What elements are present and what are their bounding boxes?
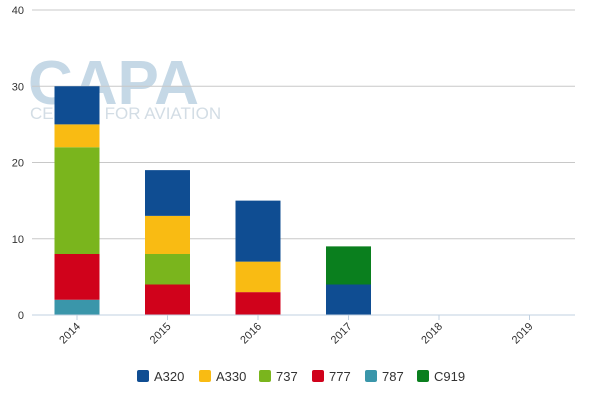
bar-segment-a320-2015 (145, 170, 190, 216)
legend-swatch (199, 370, 211, 382)
x-tick-label: 2014 (57, 321, 83, 347)
legend-item-787[interactable]: 787 (365, 369, 404, 384)
legend-item-a330[interactable]: A330 (199, 369, 246, 384)
bars (54, 86, 371, 315)
legend-item-777[interactable]: 777 (312, 369, 351, 384)
y-tick-label: 40 (12, 5, 24, 17)
x-tick-label: 2017 (329, 321, 355, 347)
bar-segment-737-2014 (54, 147, 100, 254)
legend-swatch (137, 370, 149, 382)
y-tick-label: 20 (12, 158, 24, 170)
legend-label: A330 (216, 369, 246, 384)
bar-segment-a330-2016 (235, 261, 281, 293)
x-tick-label: 2018 (419, 321, 445, 347)
legend-swatch (365, 370, 377, 382)
legend-swatch (312, 370, 324, 382)
bar-segment-a330-2014 (54, 124, 100, 148)
legend-label: 787 (382, 369, 404, 384)
bar-segment-777-2016 (235, 292, 281, 315)
legend-label: C919 (434, 369, 465, 384)
legend-item-c919[interactable]: C919 (417, 369, 465, 384)
x-tick-label: 2016 (238, 321, 264, 347)
x-tick-label: 2015 (148, 321, 174, 347)
legend-item-a320[interactable]: A320 (137, 369, 184, 384)
legend-swatch (259, 370, 271, 382)
legend-label: 737 (276, 369, 298, 384)
legend-item-737[interactable]: 737 (259, 369, 298, 384)
bar-segment-a320-2016 (235, 200, 281, 262)
y-tick-label: 0 (18, 310, 24, 322)
y-tick-label: 30 (12, 81, 24, 93)
bar-segment-a320-2017 (326, 284, 371, 315)
legend-label: A320 (154, 369, 184, 384)
y-tick-label: 10 (12, 234, 24, 246)
legend: A320 A330 737 777 787 C919 (137, 369, 465, 384)
bar-segment-a320-2014 (54, 86, 100, 125)
gridlines (32, 9, 575, 240)
legend-swatch (417, 370, 429, 382)
bar-segment-a330-2015 (145, 215, 190, 254)
x-tick-label: 2019 (510, 321, 536, 347)
bar-segment-787-2014 (54, 299, 100, 315)
bar-segment-777-2014 (54, 254, 100, 300)
legend-label: 777 (329, 369, 351, 384)
bar-segment-737-2015 (145, 254, 190, 285)
bar-segment-c919-2017 (326, 246, 371, 285)
bar-segment-777-2015 (145, 284, 190, 315)
